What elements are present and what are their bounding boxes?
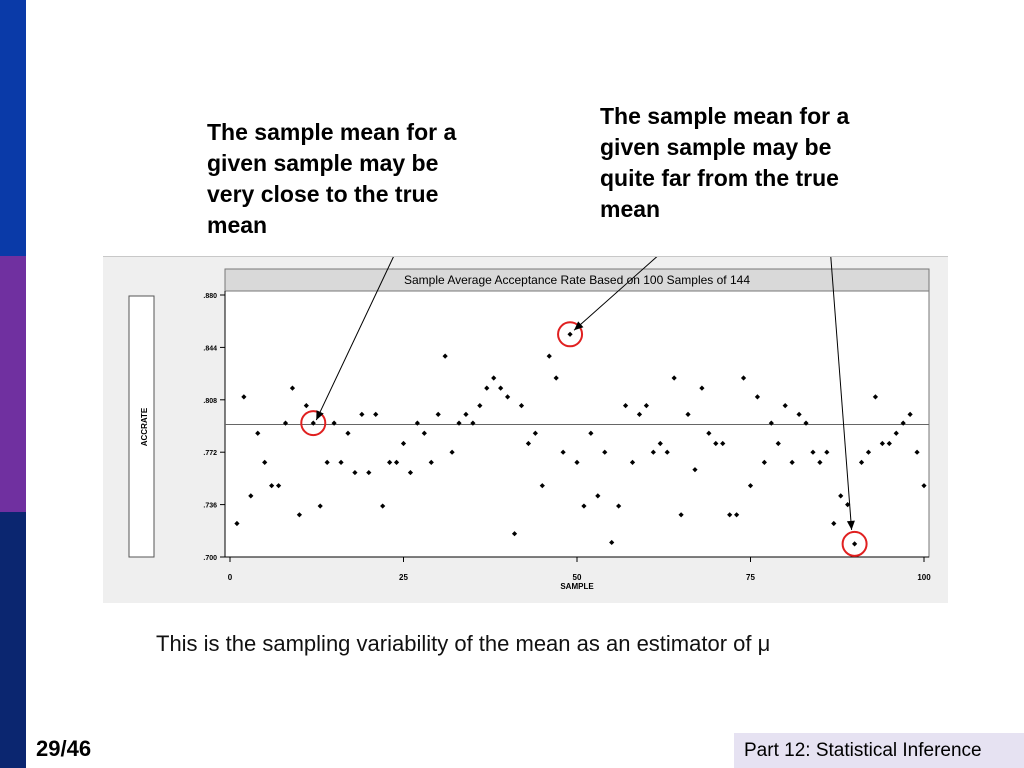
- data-point: [442, 353, 448, 359]
- data-point: [491, 375, 497, 381]
- data-point: [609, 539, 615, 546]
- data-point: [567, 331, 573, 337]
- data-point: [914, 449, 920, 455]
- callout-far-from-mean: The sample mean for a given sample may b…: [600, 103, 850, 222]
- data-point: [865, 449, 872, 455]
- highlight-circle: [841, 530, 868, 557]
- data-point: [588, 430, 594, 436]
- data-point: [602, 449, 608, 455]
- y-tick-label: .736: [203, 503, 217, 510]
- data-point: [852, 541, 858, 547]
- data-point: [449, 449, 455, 455]
- accent-bar-top: [0, 0, 26, 256]
- data-point: [511, 531, 518, 537]
- data-point: [553, 375, 559, 381]
- data-point: [595, 493, 601, 499]
- data-point: [671, 375, 677, 381]
- data-point: [477, 403, 483, 409]
- data-point: [525, 440, 532, 447]
- footer-section-label: Part 12: Statistical Inference: [734, 733, 1024, 768]
- data-point: [650, 449, 656, 455]
- data-point: [720, 440, 726, 447]
- data-point: [581, 503, 587, 509]
- caption: This is the sampling variability of the …: [156, 631, 771, 656]
- data-point: [560, 449, 566, 455]
- plot-area: [224, 290, 930, 558]
- data-point: [831, 520, 837, 527]
- data-point: [706, 430, 712, 436]
- data-point: [740, 375, 747, 381]
- data-point: [886, 440, 892, 447]
- chart-title: Sample Average Acceptance Rate Based on …: [404, 273, 750, 287]
- x-tick-label: 0: [228, 573, 233, 582]
- callout-arrow: [573, 257, 658, 331]
- page-number: 29/46: [36, 736, 92, 761]
- y-label-box: [128, 295, 155, 558]
- y-tick-label: .700: [203, 555, 217, 562]
- data-point: [505, 394, 511, 400]
- data-point: [255, 430, 261, 436]
- y-tick-label: .808: [203, 398, 217, 405]
- data-point: [810, 449, 816, 455]
- scatter-chart: ACCRATE Sample Average Acceptance Rate B…: [128, 257, 931, 591]
- data-point: [234, 520, 240, 527]
- data-point: [713, 440, 719, 447]
- callout-arrows: [315, 257, 855, 530]
- data-point: [532, 430, 538, 436]
- y-tick-label: .880: [203, 293, 217, 300]
- data-point: [734, 512, 740, 518]
- highlight-circles: [300, 321, 868, 557]
- data-point: [380, 503, 386, 509]
- data-point: [664, 449, 670, 455]
- data-point: [824, 449, 830, 455]
- accent-bar-bottom: [0, 512, 26, 768]
- data-point: [893, 430, 899, 436]
- arrowhead: [316, 410, 324, 421]
- callout-arrow: [830, 257, 853, 530]
- data-point: [421, 430, 427, 436]
- y-axis-label: ACCRATE: [140, 407, 149, 446]
- data-point: [484, 385, 490, 391]
- x-tick-label: 75: [746, 573, 755, 582]
- data-point: [400, 440, 407, 447]
- scatter-plot-frame: ACCRATE Sample Average Acceptance Rate B…: [103, 256, 948, 603]
- callout-close-to-mean: The sample mean for a given sample may b…: [207, 119, 457, 238]
- x-tick-label: 25: [399, 573, 408, 582]
- callout-arrow: [315, 257, 394, 421]
- data-point: [463, 411, 469, 417]
- arrowhead: [846, 520, 855, 530]
- data-point: [518, 403, 525, 409]
- data-point: [616, 503, 622, 509]
- data-point: [775, 440, 781, 447]
- axis-ticks: 0 25 50 75 100 .880 .844 .808 .772 .736 .700: [203, 293, 931, 582]
- data-point: [498, 385, 504, 391]
- highlight-circle: [557, 321, 584, 348]
- data-point: [470, 420, 476, 426]
- x-axis-label: SAMPLE: [560, 582, 594, 591]
- x-tick-label: 100: [917, 573, 931, 582]
- data-point: [657, 440, 663, 447]
- data-point: [678, 512, 684, 518]
- y-tick-label: .844: [203, 345, 217, 352]
- y-tick-label: .772: [203, 450, 217, 457]
- accent-bar-middle: [0, 256, 26, 512]
- x-tick-label: 50: [573, 573, 582, 582]
- arrowhead: [574, 321, 584, 331]
- data-point: [345, 430, 351, 436]
- data-point: [727, 512, 733, 518]
- highlight-circle: [300, 410, 327, 437]
- data-point: [879, 440, 885, 447]
- left-accent-bar: [0, 0, 26, 768]
